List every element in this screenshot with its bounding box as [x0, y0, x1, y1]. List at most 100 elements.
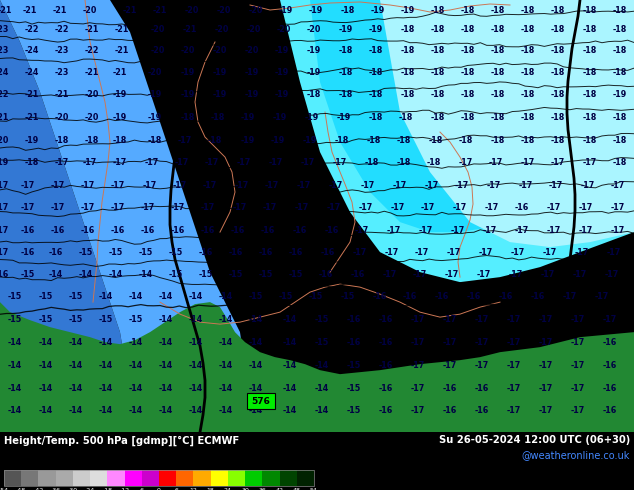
Text: -16: -16: [347, 338, 361, 346]
Text: -15: -15: [39, 292, 53, 301]
Bar: [176, 470, 193, 486]
Text: -18: -18: [461, 90, 476, 98]
Text: -24: -24: [25, 68, 39, 76]
Text: -18: -18: [307, 90, 321, 98]
Text: -18: -18: [148, 136, 162, 145]
Text: -16: -16: [0, 270, 9, 279]
Text: -17: -17: [571, 315, 585, 323]
Text: -14: -14: [39, 384, 53, 392]
Text: -22: -22: [25, 24, 39, 33]
Text: -19: -19: [279, 5, 293, 15]
Text: -14: -14: [315, 406, 329, 415]
Text: -18: -18: [339, 90, 353, 98]
Text: -17: -17: [141, 202, 155, 212]
Text: -48: -48: [16, 488, 26, 490]
Text: -14: -14: [8, 406, 22, 415]
Text: -18: -18: [401, 90, 415, 98]
Text: -22: -22: [0, 90, 10, 98]
Text: -16: -16: [325, 225, 339, 235]
Text: -17: -17: [411, 338, 425, 346]
Text: -17: -17: [421, 202, 435, 212]
Text: -18: -18: [55, 136, 69, 145]
Text: -24: -24: [0, 68, 9, 76]
Text: 0: 0: [157, 488, 161, 490]
Text: -17: -17: [297, 181, 311, 190]
Text: -20: -20: [185, 5, 199, 15]
Text: -17: -17: [521, 158, 535, 167]
Bar: [245, 470, 262, 486]
Text: -16: -16: [201, 225, 215, 235]
Text: -14: -14: [79, 270, 93, 279]
Text: -16: -16: [603, 406, 617, 415]
Text: -17: -17: [507, 384, 521, 392]
Text: -22: -22: [55, 24, 69, 33]
Text: -17: -17: [483, 225, 497, 235]
Text: -18: -18: [181, 113, 195, 122]
Text: -21: -21: [23, 5, 37, 15]
Text: -16: -16: [21, 247, 35, 257]
Text: -19: -19: [271, 136, 285, 145]
Text: -18: -18: [551, 136, 565, 145]
Text: -18: -18: [521, 24, 535, 33]
Text: -14: -14: [139, 270, 153, 279]
Text: -18: -18: [369, 113, 383, 122]
Text: -19: -19: [275, 90, 289, 98]
Text: -17: -17: [507, 361, 521, 369]
Text: 12: 12: [190, 488, 197, 490]
Text: -21: -21: [53, 5, 67, 15]
Text: -16: -16: [351, 270, 365, 279]
Text: -17: -17: [55, 158, 69, 167]
Text: -15: -15: [259, 270, 273, 279]
Text: -17: -17: [201, 202, 215, 212]
Text: -18: -18: [551, 5, 565, 15]
Text: -19: -19: [181, 68, 195, 76]
Text: -17: -17: [515, 225, 529, 235]
Text: -15: -15: [169, 270, 183, 279]
Text: -17: -17: [411, 361, 425, 369]
Text: -17: -17: [51, 202, 65, 212]
Text: -17: -17: [81, 181, 95, 190]
Text: -16: -16: [603, 338, 617, 346]
Text: -17: -17: [475, 338, 489, 346]
Text: -18: -18: [551, 113, 565, 122]
Text: -18: -18: [491, 46, 505, 54]
Text: -14: -14: [189, 406, 203, 415]
Text: -20: -20: [181, 46, 195, 54]
Text: -16: -16: [379, 384, 393, 392]
Text: -17: -17: [519, 181, 533, 190]
Text: -17: -17: [575, 247, 589, 257]
Bar: [210, 470, 228, 486]
Text: -17: -17: [549, 181, 563, 190]
Text: -14: -14: [159, 292, 173, 301]
Text: -17: -17: [511, 247, 525, 257]
Text: -20: -20: [217, 5, 231, 15]
Bar: [4, 470, 314, 486]
Text: -19: -19: [275, 46, 289, 54]
Text: -19: -19: [241, 136, 255, 145]
Text: -17: -17: [539, 384, 553, 392]
Text: -18: -18: [583, 113, 597, 122]
Text: -14: -14: [159, 406, 173, 415]
Bar: [90, 470, 107, 486]
Text: -19: -19: [275, 68, 289, 76]
Text: -15: -15: [8, 315, 22, 323]
Text: -17: -17: [383, 270, 397, 279]
Bar: [159, 470, 176, 486]
Text: -36: -36: [51, 488, 61, 490]
Text: -15: -15: [347, 361, 361, 369]
Text: -19: -19: [241, 113, 255, 122]
Text: -17: -17: [611, 225, 625, 235]
Text: -19: -19: [148, 113, 162, 122]
Text: -19: -19: [369, 24, 383, 33]
Text: -18: -18: [461, 113, 476, 122]
Text: -17: -17: [51, 181, 65, 190]
Text: -19: -19: [113, 113, 127, 122]
Text: -19: -19: [213, 68, 227, 76]
Text: -18: -18: [461, 46, 476, 54]
Text: -15: -15: [229, 270, 243, 279]
Text: -24: -24: [85, 488, 95, 490]
Text: -17: -17: [595, 292, 609, 301]
Text: -17: -17: [507, 338, 521, 346]
Text: -15: -15: [169, 247, 183, 257]
Text: -17: -17: [203, 181, 217, 190]
